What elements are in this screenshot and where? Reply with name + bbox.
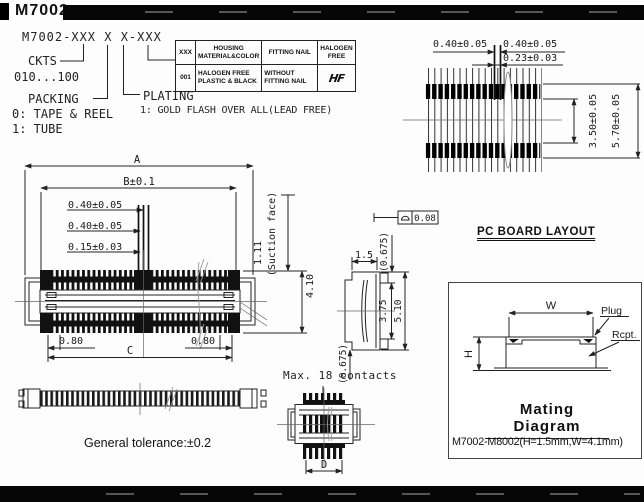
- mating-diagram-drawing: W H Plug Rcpt.: [463, 300, 640, 372]
- suction-face-dim: [243, 194, 307, 272]
- mating-dim-h: H: [463, 350, 475, 358]
- front-dim-b: B±0.1: [123, 176, 155, 188]
- max-contacts-note: Max. 18 contacts: [283, 369, 397, 382]
- side-dim-width: 1.5: [355, 250, 373, 261]
- sheet-title: M7002: [15, 2, 69, 19]
- end-view-body: [277, 386, 375, 467]
- cell-fitting-nail: WITHOUT FITTING NAIL: [261, 64, 319, 92]
- col-header-halogen-free: HALOGEN FREE: [317, 40, 356, 65]
- front-height-dim: [243, 270, 307, 334]
- part-number-code: M7002-XXX X X-XXX: [22, 30, 162, 44]
- col-header-fitting-nail: FITTING NAIL: [261, 40, 319, 65]
- mating-plug-label: Plug: [601, 305, 622, 317]
- pcb-dimension-lines: [433, 49, 641, 159]
- mating-w-dim: [508, 310, 594, 337]
- end-view-d-dim: [305, 460, 343, 474]
- part-number-leader-lines: [60, 44, 176, 99]
- side-body: [337, 271, 395, 351]
- mating-diagram-title: Mating Diagram: [485, 401, 609, 439]
- front-dim-end-left: 0.80: [59, 336, 83, 347]
- profile-tolerance-frame: [373, 210, 439, 225]
- side-dim-outer-height: 5.10: [393, 299, 404, 322]
- front-dim-pitch2: 0.40±0.05: [68, 221, 122, 232]
- side-dim-bottom-offset: (0.675): [338, 344, 349, 384]
- front-body: [15, 250, 268, 357]
- front-dim-a: A: [134, 154, 141, 166]
- pcb-dim-span-outer: 5.70±0.05: [611, 94, 622, 148]
- long-view-body: [18, 383, 267, 415]
- cell-code: 001: [175, 64, 196, 92]
- cell-housing: HALOGEN FREE PLASTIC & BLACK: [194, 64, 263, 92]
- packing-option-0: 0: TAPE & REEL: [12, 107, 114, 121]
- mating-rcpt-label: Rcpt.: [612, 329, 637, 341]
- halogen-free-logo-icon: HF: [328, 71, 345, 85]
- front-dims-bottom: [47, 335, 233, 362]
- ckts-label: CKTS: [28, 54, 57, 68]
- suction-face-label: (Suction face): [267, 192, 278, 276]
- pcb-dim-pad-width: 0.23±0.03: [503, 53, 557, 64]
- side-dims: [347, 235, 409, 380]
- footer-redaction-bar: [0, 486, 644, 502]
- options-table-row-001: 001 HALOGEN FREE PLASTIC & BLACK WITHOUT…: [175, 64, 356, 92]
- pcb-dim-pitch-left: 0.40±0.05: [433, 39, 487, 50]
- options-table-header-row: XXX HOUSING MATERIAL&COLOR FITTING NAIL …: [175, 40, 356, 65]
- packing-option-1: 1: TUBE: [12, 122, 63, 136]
- plating-label: PLATING: [143, 89, 194, 103]
- general-tolerance-note: General tolerance:±0.2: [84, 436, 212, 450]
- cell-halogen-logo: HF: [317, 64, 356, 92]
- packing-label: PACKING: [28, 92, 79, 106]
- col-header-housing: HOUSING MATERIAL&COLOR: [194, 40, 263, 65]
- front-dim-pitch1: 0.40±0.05: [68, 200, 122, 211]
- leader-lines-group: [60, 44, 176, 99]
- col-header-xxx: XXX: [175, 40, 196, 65]
- front-dim-pad: 0.15±0.03: [68, 242, 122, 253]
- ckts-range: 010...100: [14, 70, 80, 84]
- pcb-traces-and-pads: [403, 45, 562, 172]
- options-table: XXX HOUSING MATERIAL&COLOR FITTING NAIL …: [175, 40, 356, 92]
- front-dim-c: C: [127, 345, 133, 357]
- profile-of-surface-icon: [400, 215, 410, 221]
- side-dim-inner-height: 3.75: [378, 300, 389, 323]
- pc-board-layout-label: PC BOARD LAYOUT: [477, 226, 596, 238]
- side-dim-top-offset: (0.675): [379, 232, 390, 272]
- mating-plug-rcpt-drawing: [491, 336, 611, 371]
- header-redaction-bar: [63, 5, 644, 20]
- connector-side-view: 0.08 1.5 (0.675) 3.75 5.10 (0.675): [337, 210, 439, 384]
- pcb-dim-pitch-right: 0.40±0.05: [503, 39, 557, 50]
- front-dim-end-right: 0.80: [191, 336, 215, 347]
- connector-end-view: D: [277, 386, 375, 474]
- pcb-pad-pattern-view: 0.40±0.05 0.40±0.05 0.23±0.03 3.50±0.05 …: [403, 39, 641, 172]
- mating-diagram-box: W H Plug Rcpt. Mating Diagram M7002-M800…: [448, 282, 642, 459]
- front-dim-suction-height: 1.11: [253, 241, 264, 265]
- end-view-dim-d: D: [321, 459, 327, 471]
- connector-front-view: A B±0.1 0.40±0.05 0.40±0.05 0.15±0.03 1.…: [15, 154, 316, 362]
- side-profile-tol-value: 0.08: [414, 214, 436, 224]
- mating-labels-leaders: [588, 316, 640, 357]
- front-dims-top: [24, 163, 254, 275]
- plating-option: 1: GOLD FLASH OVER ALL(LEAD FREE): [140, 105, 333, 116]
- front-dim-height: 4.10: [305, 274, 316, 298]
- connector-long-view: [18, 383, 267, 415]
- mating-dim-w: W: [546, 300, 557, 312]
- corner-mark: [0, 3, 9, 20]
- mating-h-dim: [473, 336, 506, 372]
- mating-diagram-note: M7002-M8002(H=1.5mm,W=4.1mm): [452, 436, 623, 448]
- pcb-dim-span-inner: 3.50±0.05: [588, 94, 599, 148]
